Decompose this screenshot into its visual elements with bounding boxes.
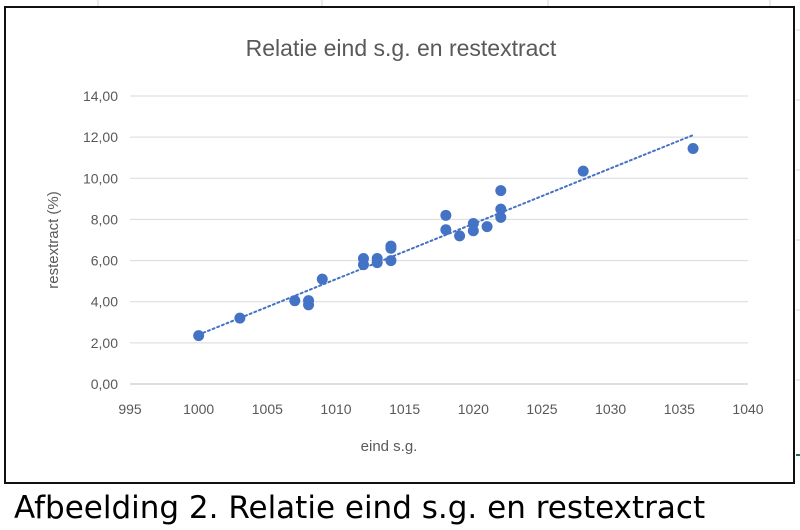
y-tick-label: 4,00 [91,294,118,310]
data-point [440,224,452,236]
data-point [687,142,699,154]
data-point [385,240,397,252]
data-point [357,259,369,271]
x-tick-label: 1005 [252,401,283,417]
data-point [577,165,589,177]
data-point [193,330,205,342]
data-point [467,225,479,237]
x-tick-label: 1040 [732,401,763,417]
data-points [193,142,699,342]
y-tick-label: 12,00 [83,129,118,145]
data-point [303,299,315,311]
x-tick-label: 1035 [664,401,695,417]
y-tick-label: 14,00 [83,88,118,104]
x-axis-label: eind s.g. [361,438,418,455]
chart-title: Relatie eind s.g. en restextract [246,35,557,61]
scatter-chart: Relatie eind s.g. en restextract 0,00 2,0… [45,35,764,455]
x-tick-label: 1015 [389,401,420,417]
data-point [385,255,397,267]
y-tick-label: 6,00 [91,253,118,269]
y-tick-labels: 0,00 2,00 4,00 6,00 8,00 10,00 12,00 14,00 [83,88,118,392]
x-tick-labels: 995 1000 1005 1010 1015 1020 1025 1030 1035 1040 [118,401,763,417]
x-tick-label: 1000 [183,401,214,417]
chart-area[interactable]: Relatie eind s.g. en restextract 0,00 2,0… [4,6,795,484]
x-tick-label: 1030 [595,401,626,417]
data-point [495,203,507,215]
y-tick-label: 2,00 [91,335,118,351]
x-tick-label: 1010 [320,401,351,417]
data-point [289,295,301,307]
data-point [371,257,383,269]
data-point [481,221,493,233]
y-tick-label: 8,00 [91,211,118,227]
figure-caption: Afbeelding 2. Relatie eind s.g. en reste… [14,490,706,526]
data-point [316,273,328,285]
x-tick-label: 1020 [458,401,489,417]
y-axis-label: restextract (%) [45,191,62,289]
data-point [440,209,452,221]
sheet-gridlines [97,0,800,381]
x-tick-label: 1025 [526,401,557,417]
data-point [495,211,507,223]
y-gridlines [130,95,748,344]
data-point [454,230,466,242]
y-tick-label: 0,00 [91,376,118,392]
data-point [495,185,507,197]
y-tick-label: 10,00 [83,170,118,186]
data-point [234,312,246,324]
x-tick-label: 995 [118,401,142,417]
